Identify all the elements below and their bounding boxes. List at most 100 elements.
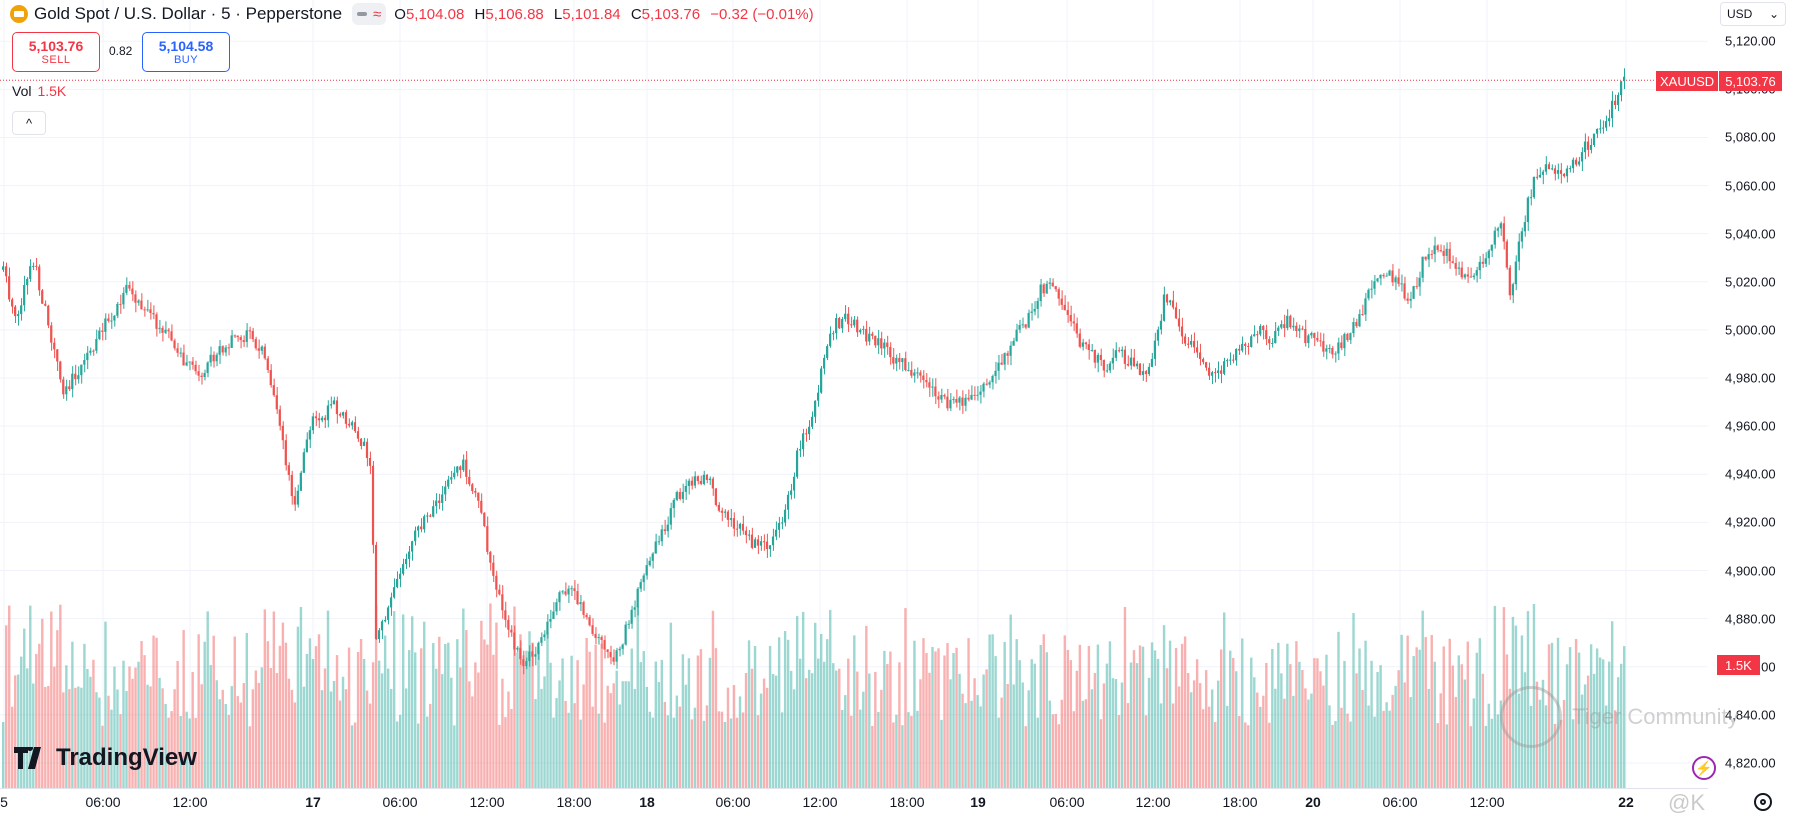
- volume-bar: [1604, 705, 1608, 788]
- volume-bar: [1439, 693, 1442, 788]
- volume-bar: [317, 634, 321, 788]
- candle-body: [537, 642, 540, 655]
- volume-bar: [705, 705, 709, 788]
- volume-bar: [747, 640, 751, 788]
- candle-body: [47, 305, 50, 326]
- candle-body: [1310, 333, 1313, 336]
- volume-bar: [880, 689, 883, 788]
- symbol-title[interactable]: Gold Spot / U.S. Dollar · 5 · Pepperston…: [34, 4, 343, 23]
- candle-body: [648, 560, 651, 566]
- volume-bar: [1286, 643, 1289, 788]
- volume-bar: [341, 676, 345, 788]
- candle-body: [14, 306, 17, 317]
- volume-bar: [1229, 650, 1232, 788]
- candle-body: [687, 480, 690, 487]
- volume-bar: [859, 709, 862, 788]
- candle-body: [729, 518, 732, 520]
- candle-body: [471, 484, 474, 491]
- volume-legend[interactable]: Vol 1.5K: [12, 83, 66, 99]
- volume-bar: [895, 714, 898, 788]
- volume-bar: [958, 673, 961, 788]
- candle-body: [329, 404, 333, 406]
- candle-body: [44, 303, 47, 306]
- volume-bar: [200, 684, 203, 788]
- time-axis[interactable]: [0, 788, 1708, 820]
- volume-bar: [1367, 705, 1370, 788]
- candle-body: [549, 619, 552, 622]
- volume-bar: [113, 666, 116, 788]
- volume-bar: [1283, 698, 1286, 788]
- volume-bar: [1613, 710, 1617, 788]
- volume-bar: [1009, 614, 1012, 788]
- candle-body: [925, 380, 928, 383]
- candle-body: [651, 553, 654, 561]
- currency-selector[interactable]: USD ⌄: [1720, 2, 1786, 26]
- volume-bar: [155, 637, 158, 788]
- price-chart[interactable]: [0, 0, 1708, 788]
- candle-body: [1445, 248, 1448, 256]
- volume-bar: [970, 700, 973, 788]
- volume-bar: [1201, 709, 1205, 788]
- volume-bar: [901, 725, 904, 788]
- tradingview-logo[interactable]: TradingView: [14, 744, 197, 772]
- candle-body: [498, 589, 501, 595]
- volume-bar: [1277, 642, 1280, 788]
- ohlc-values: O5,104.08 H5,106.88 L5,101.84 C5,103.76 …: [394, 6, 819, 23]
- volume-bar: [1066, 649, 1070, 788]
- candle-body: [750, 534, 754, 548]
- candle-body: [1415, 286, 1418, 288]
- volume-bar: [871, 725, 874, 788]
- candle-body: [1586, 141, 1590, 150]
- price-axis-label: 4,820.00: [1725, 755, 1776, 771]
- volume-bar: [850, 715, 853, 788]
- candle-body: [1592, 133, 1596, 145]
- volume-bar: [1069, 660, 1073, 788]
- volume-bar: [194, 717, 197, 788]
- candle-body: [771, 536, 775, 546]
- candle-body: [841, 318, 844, 329]
- candle-body: [1051, 282, 1054, 287]
- indicator-pill[interactable]: ≈: [352, 3, 387, 25]
- candle-body: [65, 386, 68, 395]
- candle-body: [1030, 311, 1033, 313]
- volume-bar: [642, 651, 645, 788]
- buy-button[interactable]: 5,104.58 BUY: [142, 32, 230, 72]
- candle-body: [11, 299, 14, 307]
- lightning-icon[interactable]: ⚡: [1692, 756, 1716, 780]
- candle-body: [1183, 336, 1187, 344]
- chevron-down-icon: ⌄: [1768, 7, 1779, 21]
- volume-bar: [239, 702, 242, 788]
- candle-body: [233, 335, 236, 337]
- settings-icon[interactable]: [1754, 793, 1772, 811]
- volume-bar: [925, 653, 928, 788]
- volume-bar: [29, 605, 32, 788]
- candle-body: [1096, 354, 1099, 363]
- candle-body: [817, 392, 820, 401]
- volume-bar: [1487, 703, 1491, 788]
- candle-body: [865, 328, 868, 342]
- volume-bar: [1334, 721, 1337, 788]
- candle-body: [269, 370, 272, 386]
- volume-bar: [1304, 688, 1307, 788]
- candle-body: [1286, 315, 1289, 329]
- candle-body: [404, 558, 408, 565]
- collapse-button[interactable]: ^: [12, 111, 46, 135]
- candle-body: [1433, 245, 1436, 255]
- candle-body: [1060, 298, 1063, 305]
- gold-coin-icon[interactable]: [10, 5, 28, 23]
- candle-body: [380, 621, 384, 631]
- sell-button[interactable]: 5,103.76 SELL: [12, 32, 100, 72]
- volume-bar: [1207, 706, 1211, 788]
- candle-body: [203, 372, 206, 377]
- volume-bar: [377, 660, 381, 788]
- volume-bar: [1241, 638, 1244, 788]
- volume-bar: [92, 659, 95, 788]
- candle-body: [720, 510, 723, 513]
- candle-body: [1553, 168, 1557, 174]
- volume-bar: [453, 725, 456, 788]
- candle-body: [1301, 328, 1304, 330]
- candle-body: [1198, 352, 1202, 360]
- candle-body: [1189, 340, 1193, 345]
- candle-body: [341, 412, 345, 416]
- volume-bar: [131, 678, 134, 788]
